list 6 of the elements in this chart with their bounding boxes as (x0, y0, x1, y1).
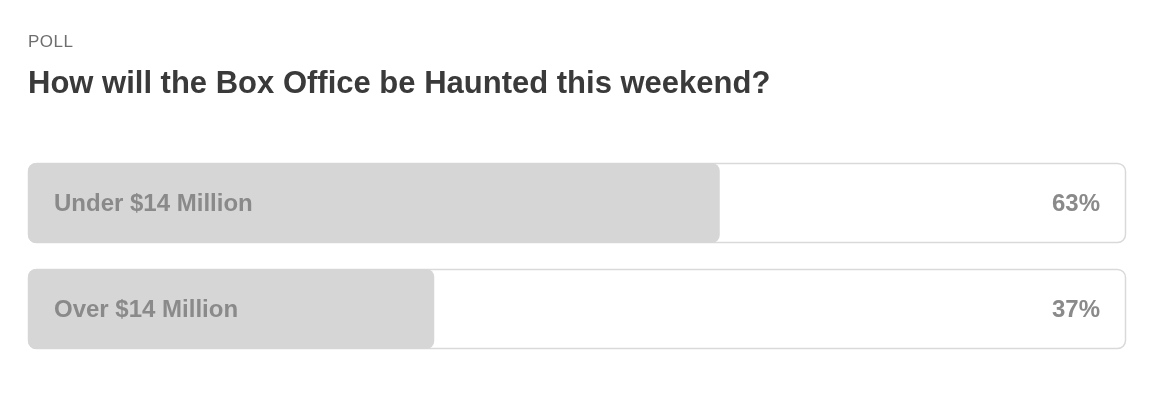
text: POLL (28, 32, 74, 51)
chart-title: How will the Box Office be Haunted this weekend? (28, 65, 771, 100)
data-label: 63% (1051, 189, 1100, 217)
y-tick-label: Over $14 Million (54, 295, 239, 323)
data-label: 37% (1051, 295, 1100, 323)
y-tick-label: Under $14 Million (54, 189, 253, 217)
